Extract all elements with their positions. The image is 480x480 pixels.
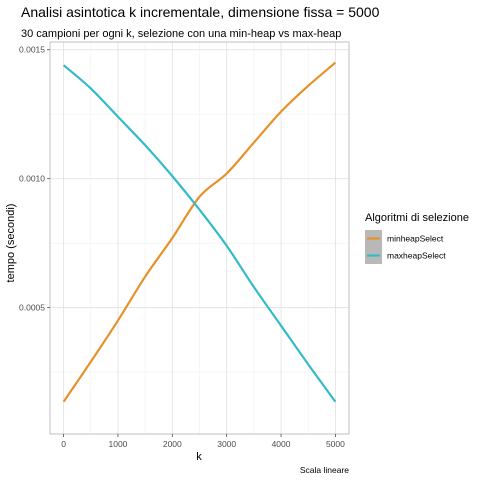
series-line-maxheapSelect xyxy=(62,64,337,403)
x-tick-label: 0 xyxy=(61,439,66,449)
chart-caption: Scala lineare xyxy=(300,465,349,475)
legend: Algoritmi di selezione minheapSelect maxh… xyxy=(365,212,469,264)
chart-title: Analisi asintotica k incrementale, dimen… xyxy=(21,4,380,20)
x-tick-label: 4000 xyxy=(272,439,291,449)
legend-label-maxheapSelect: maxheapSelect xyxy=(387,251,446,261)
x-tick-label: 5000 xyxy=(326,439,345,449)
x-tick-label: 1000 xyxy=(108,439,127,449)
y-tick-label: 0.0015 xyxy=(19,45,45,55)
chart-subtitle: 30 campioni per ogni k, selezione con un… xyxy=(21,28,341,40)
y-axis-ticks: 0.0005 0.0010 0.0015 xyxy=(19,45,50,313)
y-axis-title: tempo (secondi) xyxy=(5,204,17,283)
x-axis-title: k xyxy=(196,451,202,463)
y-tick-label: 0.0010 xyxy=(19,174,45,184)
series-lines xyxy=(62,61,337,403)
plot-panel-border xyxy=(49,41,350,435)
legend-title: Algoritmi di selezione xyxy=(365,212,469,224)
x-tick-label: 3000 xyxy=(217,439,236,449)
x-axis-ticks: 0 1000 2000 3000 4000 5000 xyxy=(61,434,345,449)
x-tick-label: 2000 xyxy=(163,439,182,449)
legend-items: minheapSelect maxheapSelect xyxy=(365,230,446,264)
legend-label-minheapSelect: minheapSelect xyxy=(387,234,444,244)
series-line-minheapSelect xyxy=(62,61,337,403)
plot-area xyxy=(49,41,350,435)
y-tick-label: 0.0005 xyxy=(19,303,45,313)
